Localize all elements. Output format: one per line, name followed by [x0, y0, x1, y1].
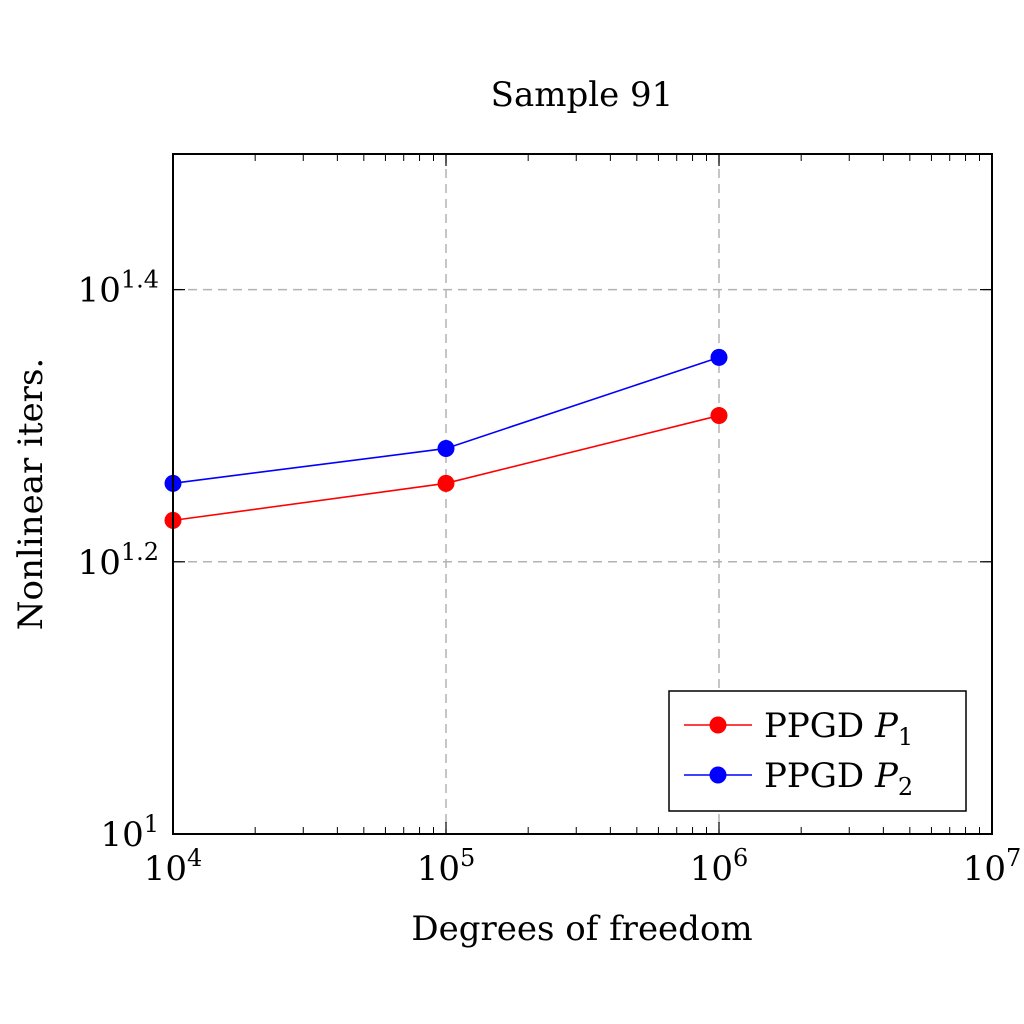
y-tick-label: 101.2	[78, 538, 159, 583]
x-tick-label: 104	[144, 844, 203, 889]
legend-box	[668, 690, 967, 812]
series-layer	[164, 348, 728, 529]
y-tick-label: 101	[100, 810, 159, 855]
x-axis-label: Degrees of freedom	[411, 909, 752, 949]
series-2-point	[437, 439, 455, 457]
x-tick-label: 107	[963, 844, 1022, 889]
plot-frame	[172, 153, 993, 835]
x-tick-label: 105	[417, 844, 476, 889]
series-2-point	[710, 348, 728, 366]
series-line-2	[172, 356, 720, 485]
y-tick-label: 101.4	[78, 266, 159, 311]
tick-labels: 104 105 106 107 101 101.2 101.4	[78, 266, 1022, 889]
legend-label-2: PPGD P2	[764, 756, 913, 801]
legend-marker-2	[709, 766, 727, 784]
legend-marker-1	[709, 716, 727, 734]
grid	[173, 154, 992, 834]
x-tick-label: 106	[690, 844, 749, 889]
legend-label-1: PPGD P1	[764, 706, 913, 751]
series-1-point	[710, 407, 728, 425]
series-1-point	[437, 474, 455, 492]
legend: PPGD P1 PPGD P2	[668, 690, 967, 812]
chart-title: Sample 91	[491, 75, 674, 115]
y-axis-label: Nonlinear iters.	[11, 358, 51, 630]
